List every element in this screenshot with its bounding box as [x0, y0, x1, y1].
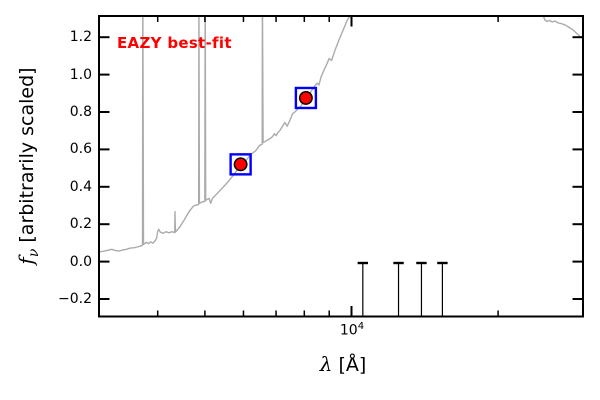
- y-tick-label: 0.8: [69, 104, 92, 120]
- y-tick-label: 0.4: [69, 178, 92, 195]
- axis-ticks: [100, 17, 582, 316]
- y-axis-unit: [arbitrarily scaled]: [16, 67, 38, 249]
- x-tick-label-10e4: 104: [340, 321, 364, 339]
- spectrum-line: [99, 16, 583, 253]
- red-circle-marker: [233, 157, 248, 172]
- axes-frame: [98, 15, 584, 318]
- y-axis-label: fν [arbitrarily scaled]: [14, 67, 42, 264]
- y-tick-label: 1.2: [69, 29, 92, 46]
- blue-square-marker: [229, 153, 252, 176]
- best-fit-annotation: EAZY best-fit: [117, 34, 232, 52]
- y-tick-label: 0.2: [69, 216, 92, 233]
- y-tick-label: 0.0: [69, 253, 92, 270]
- x-axis-label: λ [Å]: [320, 352, 367, 376]
- photometry-markers: [229, 86, 318, 176]
- y-tick-label: 0.6: [69, 141, 92, 158]
- red-circle-marker: [298, 91, 313, 105]
- x-tick-exponent: 4: [357, 321, 365, 332]
- lambda-symbol: λ: [319, 352, 333, 376]
- blue-square-marker: [294, 86, 318, 110]
- y-tick-label: −0.2: [58, 291, 92, 307]
- x-axis-unit: [Å]: [332, 354, 367, 376]
- y-tick-label: 1.0: [69, 66, 92, 83]
- photometry-errorbars: [357, 261, 448, 316]
- x-tick-base: 10: [339, 322, 358, 339]
- f-symbol: f: [14, 257, 38, 265]
